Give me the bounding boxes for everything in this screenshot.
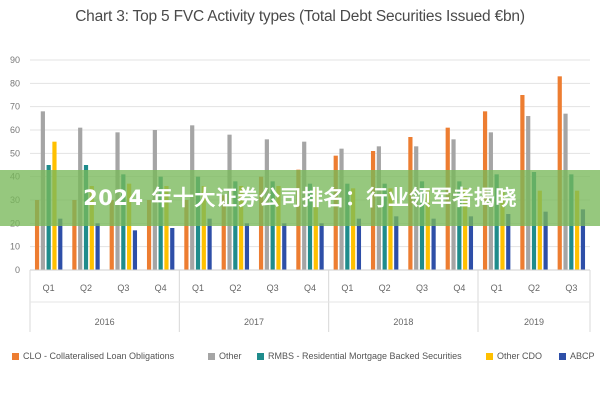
y-tick-label: 50 [10, 148, 20, 158]
bar-5-1 [58, 218, 63, 270]
bar-5-3 [132, 230, 138, 270]
y-tick-label: 60 [10, 125, 20, 135]
bar-4-6 [239, 186, 244, 270]
bar-1-1 [34, 200, 40, 270]
y-tick-label: 10 [10, 242, 20, 252]
bar-5-2 [95, 223, 100, 270]
x-tick-label: Q2 [80, 283, 92, 293]
bar-4-15 [575, 190, 580, 270]
bar-5-15 [580, 209, 586, 270]
bar-3-8 [307, 183, 313, 270]
x-tick-label: Q1 [43, 283, 55, 293]
legend-label: ABCP [570, 351, 595, 361]
x-tick-label: Q3 [267, 283, 279, 293]
bar-4-7 [276, 186, 281, 270]
bar-5-6 [244, 223, 250, 270]
legend-swatch [12, 352, 19, 360]
bar-4-4 [164, 186, 169, 270]
year-label: 2017 [244, 317, 264, 327]
legend-swatch [257, 352, 264, 360]
bar-4-13 [500, 190, 505, 270]
legend-item-2: Other [208, 351, 242, 361]
bar-4-8 [313, 188, 318, 270]
legend-label: RMBS - Residential Mortgage Backed Secur… [268, 351, 462, 361]
x-tick-label: Q1 [192, 283, 204, 293]
x-tick-label: Q4 [453, 283, 465, 293]
chart-title: Chart 3: Top 5 FVC Activity types (Total… [75, 8, 525, 25]
x-tick-label: Q2 [229, 283, 241, 293]
x-tick-label: Q3 [416, 283, 428, 293]
bar-5-8 [319, 223, 324, 270]
bar-4-12 [463, 188, 468, 270]
x-tick-label: Q3 [117, 283, 129, 293]
y-tick-label: 70 [10, 102, 20, 112]
legend-swatch [486, 352, 493, 360]
bar-1-5 [184, 200, 189, 270]
bar-3-10 [382, 183, 387, 270]
x-tick-label: Q3 [565, 283, 577, 293]
chart-legend: CLO - Collateralised Loan Obligations Oth… [12, 351, 600, 367]
bar-4-11 [425, 188, 430, 270]
x-tick-label: Q4 [304, 283, 316, 293]
bar-5-4 [170, 228, 175, 270]
axes [29, 269, 591, 332]
bar-5-11 [431, 218, 436, 270]
x-tick-label: Q1 [341, 283, 353, 293]
bar-1-6 [221, 195, 226, 270]
legend-item-3: RMBS - Residential Mortgage Backed Secur… [257, 351, 462, 361]
y-tick-label: 80 [10, 78, 20, 88]
year-label: 2019 [524, 317, 544, 327]
overlay-banner-text: 2024 年十大证券公司排名：行业领军者揭晓 [83, 186, 517, 210]
bar-5-9 [356, 218, 362, 270]
bar-5-5 [207, 218, 212, 270]
bar-4-5 [201, 186, 206, 270]
legend-item-4: Other CDO [486, 351, 542, 361]
legend-item-5: ABCP [559, 351, 595, 361]
bar-4-2 [89, 186, 94, 270]
bar-1-4 [146, 200, 152, 270]
bar-3-9 [345, 183, 350, 270]
bar-4-14 [537, 190, 542, 270]
bar-4-10 [388, 188, 393, 270]
bar-5-10 [394, 216, 399, 270]
x-tick-label: Q2 [528, 283, 540, 293]
bar-1-2 [72, 200, 77, 270]
year-label: 2016 [95, 317, 115, 327]
bar-4-3 [127, 183, 132, 270]
bar-5-14 [543, 211, 548, 270]
legend-label: Other CDO [497, 351, 543, 361]
bar-4-9 [351, 188, 356, 270]
legend-swatch [208, 352, 215, 360]
legend-label: CLO - Collateralised Loan Obligations [23, 351, 175, 361]
y-tick-label: 90 [10, 55, 20, 65]
legend-swatch [559, 352, 566, 360]
x-tick-label: Q1 [491, 283, 503, 293]
bar-1-3 [109, 200, 114, 270]
overlay-banner [0, 170, 600, 226]
legend-label: Other [219, 351, 242, 361]
bar-5-12 [468, 216, 474, 270]
legend-item-1: CLO - Collateralised Loan Obligations [12, 351, 174, 361]
x-tick-label: Q2 [379, 283, 391, 293]
bar-5-13 [506, 214, 511, 270]
bar-5-7 [282, 223, 287, 270]
y-tick-label: 0 [15, 265, 20, 275]
x-tick-label: Q4 [155, 283, 167, 293]
year-label: 2018 [393, 317, 413, 327]
